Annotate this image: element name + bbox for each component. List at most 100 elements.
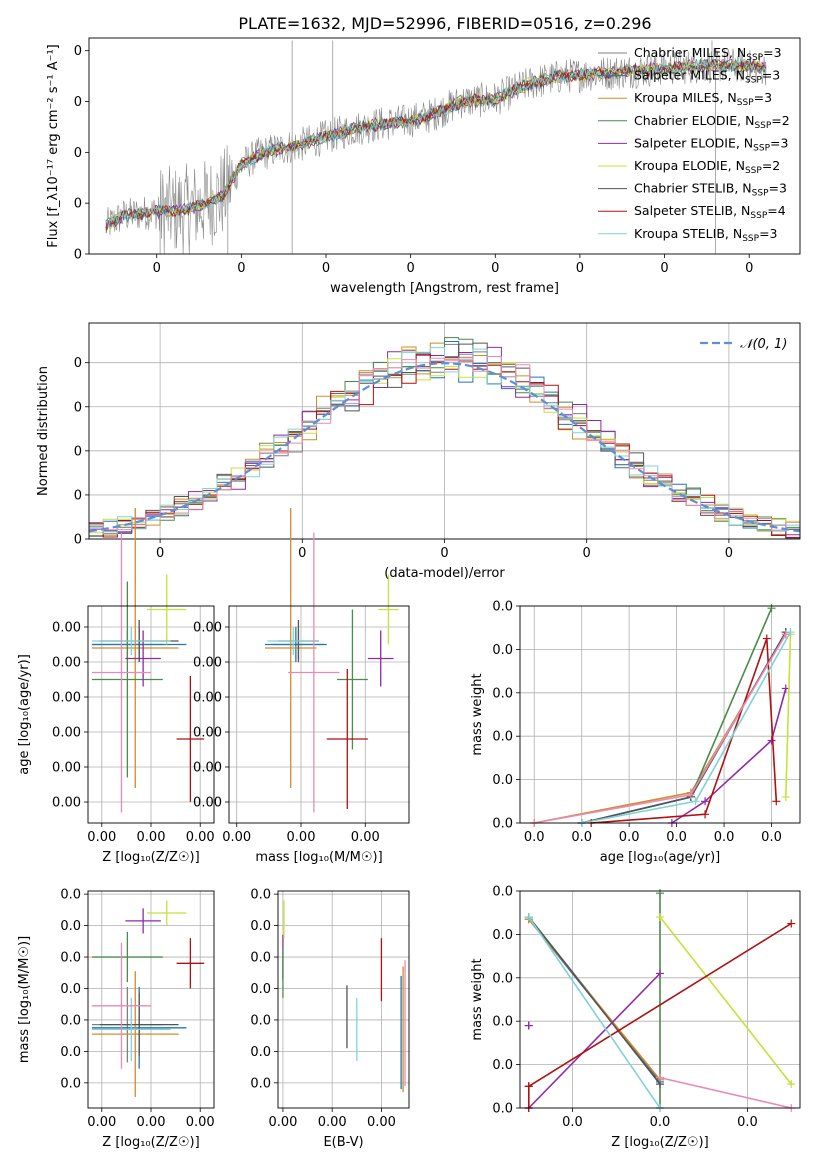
legend-tail: =3	[770, 135, 788, 150]
x-tick-label: 0	[407, 261, 415, 276]
y-tick-label: 0.0	[492, 1058, 513, 1073]
y-tick-label: 0	[74, 197, 82, 212]
y-tick-label: 0.0	[492, 928, 513, 943]
x-tick-label: 0.00	[137, 1115, 166, 1130]
x-tick-label: 0.00	[87, 830, 116, 845]
y-tick-label: 0	[74, 488, 82, 503]
y-tick-label: 0.0	[492, 730, 513, 745]
x-tick-label: 0	[322, 261, 330, 276]
x-tick-label: 0.0	[666, 830, 687, 845]
y-tick-label: 0.00	[193, 796, 222, 811]
mass-weight-vs-metallicity-panel: 0.0 0.0 0.0 0.0 0.0 0.0 0.0 0.0 0.0 Z [log₁₀(Z/Z☉…	[470, 885, 801, 1150]
legend-tail: =3	[762, 68, 780, 83]
y-axis-label: mass [log₁₀(M/M☉)]	[17, 936, 32, 1063]
y-tick-label: 0.0	[250, 1045, 271, 1060]
mass-weight-marker	[772, 797, 781, 806]
legend-tail: =3	[754, 90, 772, 105]
normal-curve	[88, 361, 801, 533]
mass-weight-line	[785, 634, 792, 798]
x-axis-label: age [log₁₀(age/yr)]	[600, 850, 721, 865]
x-tick-label: 0.0	[571, 830, 592, 845]
mass-weight-marker	[656, 889, 664, 898]
legend-subscript: SSP	[753, 143, 770, 153]
x-axis-label: mass [log₁₀(M/M☉)]	[255, 850, 382, 865]
legend-tail: =3	[759, 226, 777, 241]
y-tick-label: 0.0	[492, 686, 513, 701]
plot-frame	[87, 605, 215, 824]
y-tick-label: 0.0	[492, 600, 513, 615]
legend-label: Salpeter MILES, N	[634, 68, 745, 83]
legend-subscript: SSP	[754, 121, 771, 131]
y-axis-label: Normed distribution	[36, 366, 51, 496]
legend-label: Chabrier ELODIE, N	[634, 113, 754, 128]
residuals-panel: 0 0 0 0 0 0 0 0 0 0 (data-model)/error Normed distr…	[36, 322, 801, 581]
legend-entry: Kroupa MILES, NSSP=3	[634, 90, 772, 108]
plot-frame	[277, 890, 410, 1109]
x-axis-label: wavelength [Angstrom, rest frame]	[330, 281, 559, 296]
x-tick-label: 0	[237, 261, 245, 276]
x-tick-label: 0.00	[351, 830, 380, 845]
legend-entry: 𝒩(0, 1)	[740, 337, 787, 352]
mass-vs-metallicity-panel: 0.00 0.00 0.00 0.0 0.0 0.0 0.0 0.0 0.0 0.0 Z [log₁…	[17, 888, 215, 1150]
legend-entry: Chabrier STELIB, NSSP=3	[634, 181, 787, 199]
x-tick-label: 0.0	[524, 830, 545, 845]
mass-weight-line	[528, 916, 661, 1109]
y-tick-label: 0.0	[60, 1013, 81, 1028]
legend-subscript: SSP	[752, 189, 769, 199]
plot-frame	[519, 605, 801, 824]
legend-subscript: SSP	[750, 211, 767, 221]
legend-tail: =3	[763, 45, 781, 60]
legend-label: Kroupa MILES, N	[634, 90, 737, 105]
y-tick-label: 0	[74, 444, 82, 459]
legend-entry: Salpeter STELIB, NSSP=4	[634, 203, 786, 221]
y-tick-label: 0.0	[492, 1015, 513, 1030]
mass-weight-marker	[656, 1073, 664, 1082]
y-tick-label: 0.0	[60, 1076, 81, 1091]
mass-weight-marker	[701, 810, 710, 819]
y-tick-label: 0	[74, 95, 82, 110]
x-tick-label: 0.00	[87, 1115, 116, 1130]
spectrum-model-line	[105, 57, 766, 228]
y-tick-label: 0.0	[60, 919, 81, 934]
x-axis-label: (data-model)/error	[384, 566, 505, 581]
legend-entry: Salpeter ELODIE, NSSP=3	[634, 135, 788, 153]
y-tick-label: 0.0	[250, 1013, 271, 1028]
mass-weight-line	[528, 972, 661, 1109]
mass-weight-line	[591, 638, 778, 824]
legend-label: Kroupa STELIB, N	[634, 226, 742, 241]
x-tick-label: 0	[153, 261, 161, 276]
x-tick-label: 0.00	[287, 830, 316, 845]
y-tick-label: 0.00	[193, 761, 222, 776]
x-axis-label: Z [log₁₀(Z/Z☉)]	[611, 1135, 708, 1150]
mass-weight-marker	[762, 634, 771, 643]
mass-weight-marker	[686, 790, 695, 799]
plot-frame	[88, 37, 801, 255]
legend-subscript: SSP	[742, 234, 759, 244]
y-tick-label: 0.00	[193, 726, 222, 741]
legend-entry: Kroupa STELIB, NSSP=3	[634, 226, 778, 244]
x-tick-label: 0.00	[222, 830, 251, 845]
mass-weight-line	[671, 688, 787, 824]
mass-weight-line	[690, 607, 773, 798]
y-tick-label: 0.0	[60, 951, 81, 966]
mass-weight-marker	[524, 1021, 533, 1030]
y-tick-label: 0.0	[60, 1045, 81, 1060]
mass-weight-marker	[767, 604, 776, 613]
y-tick-label: 0.0	[250, 919, 271, 934]
mass-weight-marker	[656, 913, 664, 922]
age-vs-mass-panel: 0.00 0.00 0.00 0.00 0.00 0.00 0.00 0.00 0.00 mass…	[193, 508, 410, 865]
plot-frame	[228, 605, 410, 824]
age-vs-metallicity-panel: 0.00 0.00 0.00 0.00 0.00 0.00 0.00 0.00 0.00 Z [l…	[17, 508, 215, 865]
plot-frame	[519, 890, 801, 1109]
y-tick-label: 0.0	[250, 982, 271, 997]
x-tick-label: 0.00	[186, 830, 215, 845]
x-tick-label: 0	[491, 261, 499, 276]
x-tick-label: 0.0	[619, 830, 640, 845]
legend-tail: =4	[767, 203, 785, 218]
y-tick-label: 0	[74, 533, 82, 548]
figure-title: PLATE=1632, MJD=52996, FIBERID=0516, z=0…	[238, 14, 651, 33]
x-tick-label: 0	[660, 261, 668, 276]
x-tick-label: 0	[576, 261, 584, 276]
x-tick-label: 0	[440, 546, 448, 561]
x-axis-label: E(B-V)	[323, 1135, 363, 1150]
